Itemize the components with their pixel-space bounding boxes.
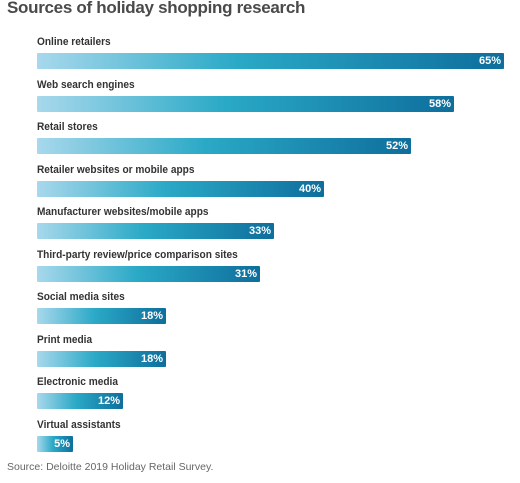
category-label: Online retailers (37, 36, 111, 48)
category-label: Manufacturer websites/mobile apps (37, 206, 209, 218)
bar-value-label: 18% (140, 352, 163, 365)
bar-value-label: 65% (478, 55, 501, 67)
chart-title: Sources of holiday shopping research (7, 0, 306, 17)
bar (37, 265, 260, 282)
bar (37, 95, 454, 112)
chart-source: Source: Deloitte 2019 Holiday Retail Sur… (7, 461, 214, 473)
bar-value-label: 12% (97, 395, 120, 407)
category-label: Print media (37, 333, 93, 346)
bar-value-label: 18% (140, 310, 163, 322)
bar (37, 435, 73, 452)
bar (37, 393, 123, 409)
category-label: Retailer websites or mobile apps (37, 163, 195, 176)
bar (37, 53, 504, 69)
bar-value-label: 58% (428, 97, 451, 110)
bar-value-label: 52% (385, 140, 408, 152)
bar (37, 138, 411, 154)
bar-value-label: 33% (248, 225, 271, 237)
category-label: Virtual assistants (37, 418, 121, 431)
category-label: Retail stores (37, 121, 98, 133)
bar-value-label: 31% (234, 267, 257, 280)
bar-value-label: 40% (298, 182, 321, 195)
bar (37, 180, 324, 197)
bar-value-label: 5% (54, 437, 70, 450)
category-label: Third-party review/price comparison site… (37, 248, 238, 261)
bar (37, 308, 166, 324)
bar (37, 223, 274, 239)
category-label: Electronic media (37, 376, 119, 388)
category-label: Web search engines (37, 78, 135, 91)
category-label: Social media sites (37, 291, 125, 303)
bar (37, 350, 166, 367)
